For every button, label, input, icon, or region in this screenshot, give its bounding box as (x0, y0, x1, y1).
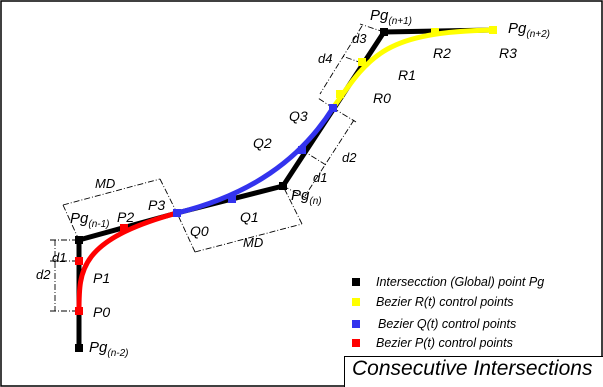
legend-label-intersection: Intersecction (Global) point Pg (376, 275, 544, 289)
bezier-p-curve (76, 210, 178, 312)
label-p1: P1 (93, 270, 110, 286)
label-pg-n: Pg(n) (291, 187, 322, 207)
label-p2: P2 (117, 209, 134, 225)
label-r1: R1 (398, 67, 416, 83)
legend-swatch-p (352, 339, 360, 347)
legend-swatch-intersection (352, 278, 360, 286)
point-pg-n-2 (75, 344, 83, 352)
label-p0: P0 (93, 304, 110, 320)
point-r3 (489, 26, 497, 34)
bezier-q-curve (176, 106, 336, 216)
label-d3-top: d3 (352, 31, 367, 46)
point-q0 (173, 209, 181, 217)
label-md-bottom: MD (243, 235, 263, 250)
point-r0 (336, 90, 344, 98)
label-pg-n-plus-1: Pg(n+1) (370, 7, 412, 27)
point-r2 (431, 28, 439, 36)
label-r3: R3 (499, 45, 517, 61)
point-pg-n-1 (75, 236, 83, 244)
label-pg-n-plus-2: Pg(n+2) (508, 20, 550, 40)
intersection-points (75, 28, 388, 352)
q-control-points (173, 104, 337, 217)
bezier-r-curve (330, 27, 494, 110)
point-p0 (75, 307, 83, 315)
legend-swatch-q (352, 320, 360, 328)
label-q0: Q0 (190, 223, 209, 239)
label-pg-n-1: Pg(n-1) (70, 210, 109, 230)
label-q2: Q2 (253, 135, 272, 151)
point-r1 (358, 58, 366, 66)
legend-label-p: Bezier P(t) control points (376, 336, 513, 350)
point-q3 (329, 104, 337, 112)
point-q2 (298, 146, 306, 154)
legend-label-r: Bezier R(t) control points (376, 295, 514, 309)
diagram-title: Consecutive Intersections (352, 357, 593, 380)
dimension-lines (50, 23, 385, 312)
label-d1-mid: d1 (313, 170, 327, 185)
legend-swatch-r (352, 298, 360, 306)
label-md-top: MD (95, 176, 115, 191)
label-d2-left: d2 (36, 267, 51, 282)
label-r2: R2 (433, 45, 451, 61)
label-q1: Q1 (240, 209, 259, 225)
legend-label-q: Bezier Q(t) control points (378, 317, 516, 331)
label-p3: P3 (148, 197, 165, 213)
label-q3: Q3 (289, 108, 308, 124)
legend: Intersecction (Global) point Pg Bezier R… (352, 275, 544, 350)
label-r0: R0 (373, 90, 391, 106)
point-q1 (228, 195, 236, 203)
label-d4-top: d4 (318, 51, 332, 66)
label-d1-left: d1 (52, 250, 66, 265)
label-pg-n-2: Pg(n-2) (89, 339, 128, 359)
r-control-points (336, 26, 497, 98)
title-box (344, 356, 603, 387)
point-pg-n-plus-1 (380, 28, 388, 36)
point-p1 (75, 257, 83, 265)
point-pg-n (279, 182, 287, 190)
point-p2 (120, 224, 128, 232)
label-d2-mid: d2 (342, 150, 357, 165)
p-control-points (75, 224, 128, 315)
